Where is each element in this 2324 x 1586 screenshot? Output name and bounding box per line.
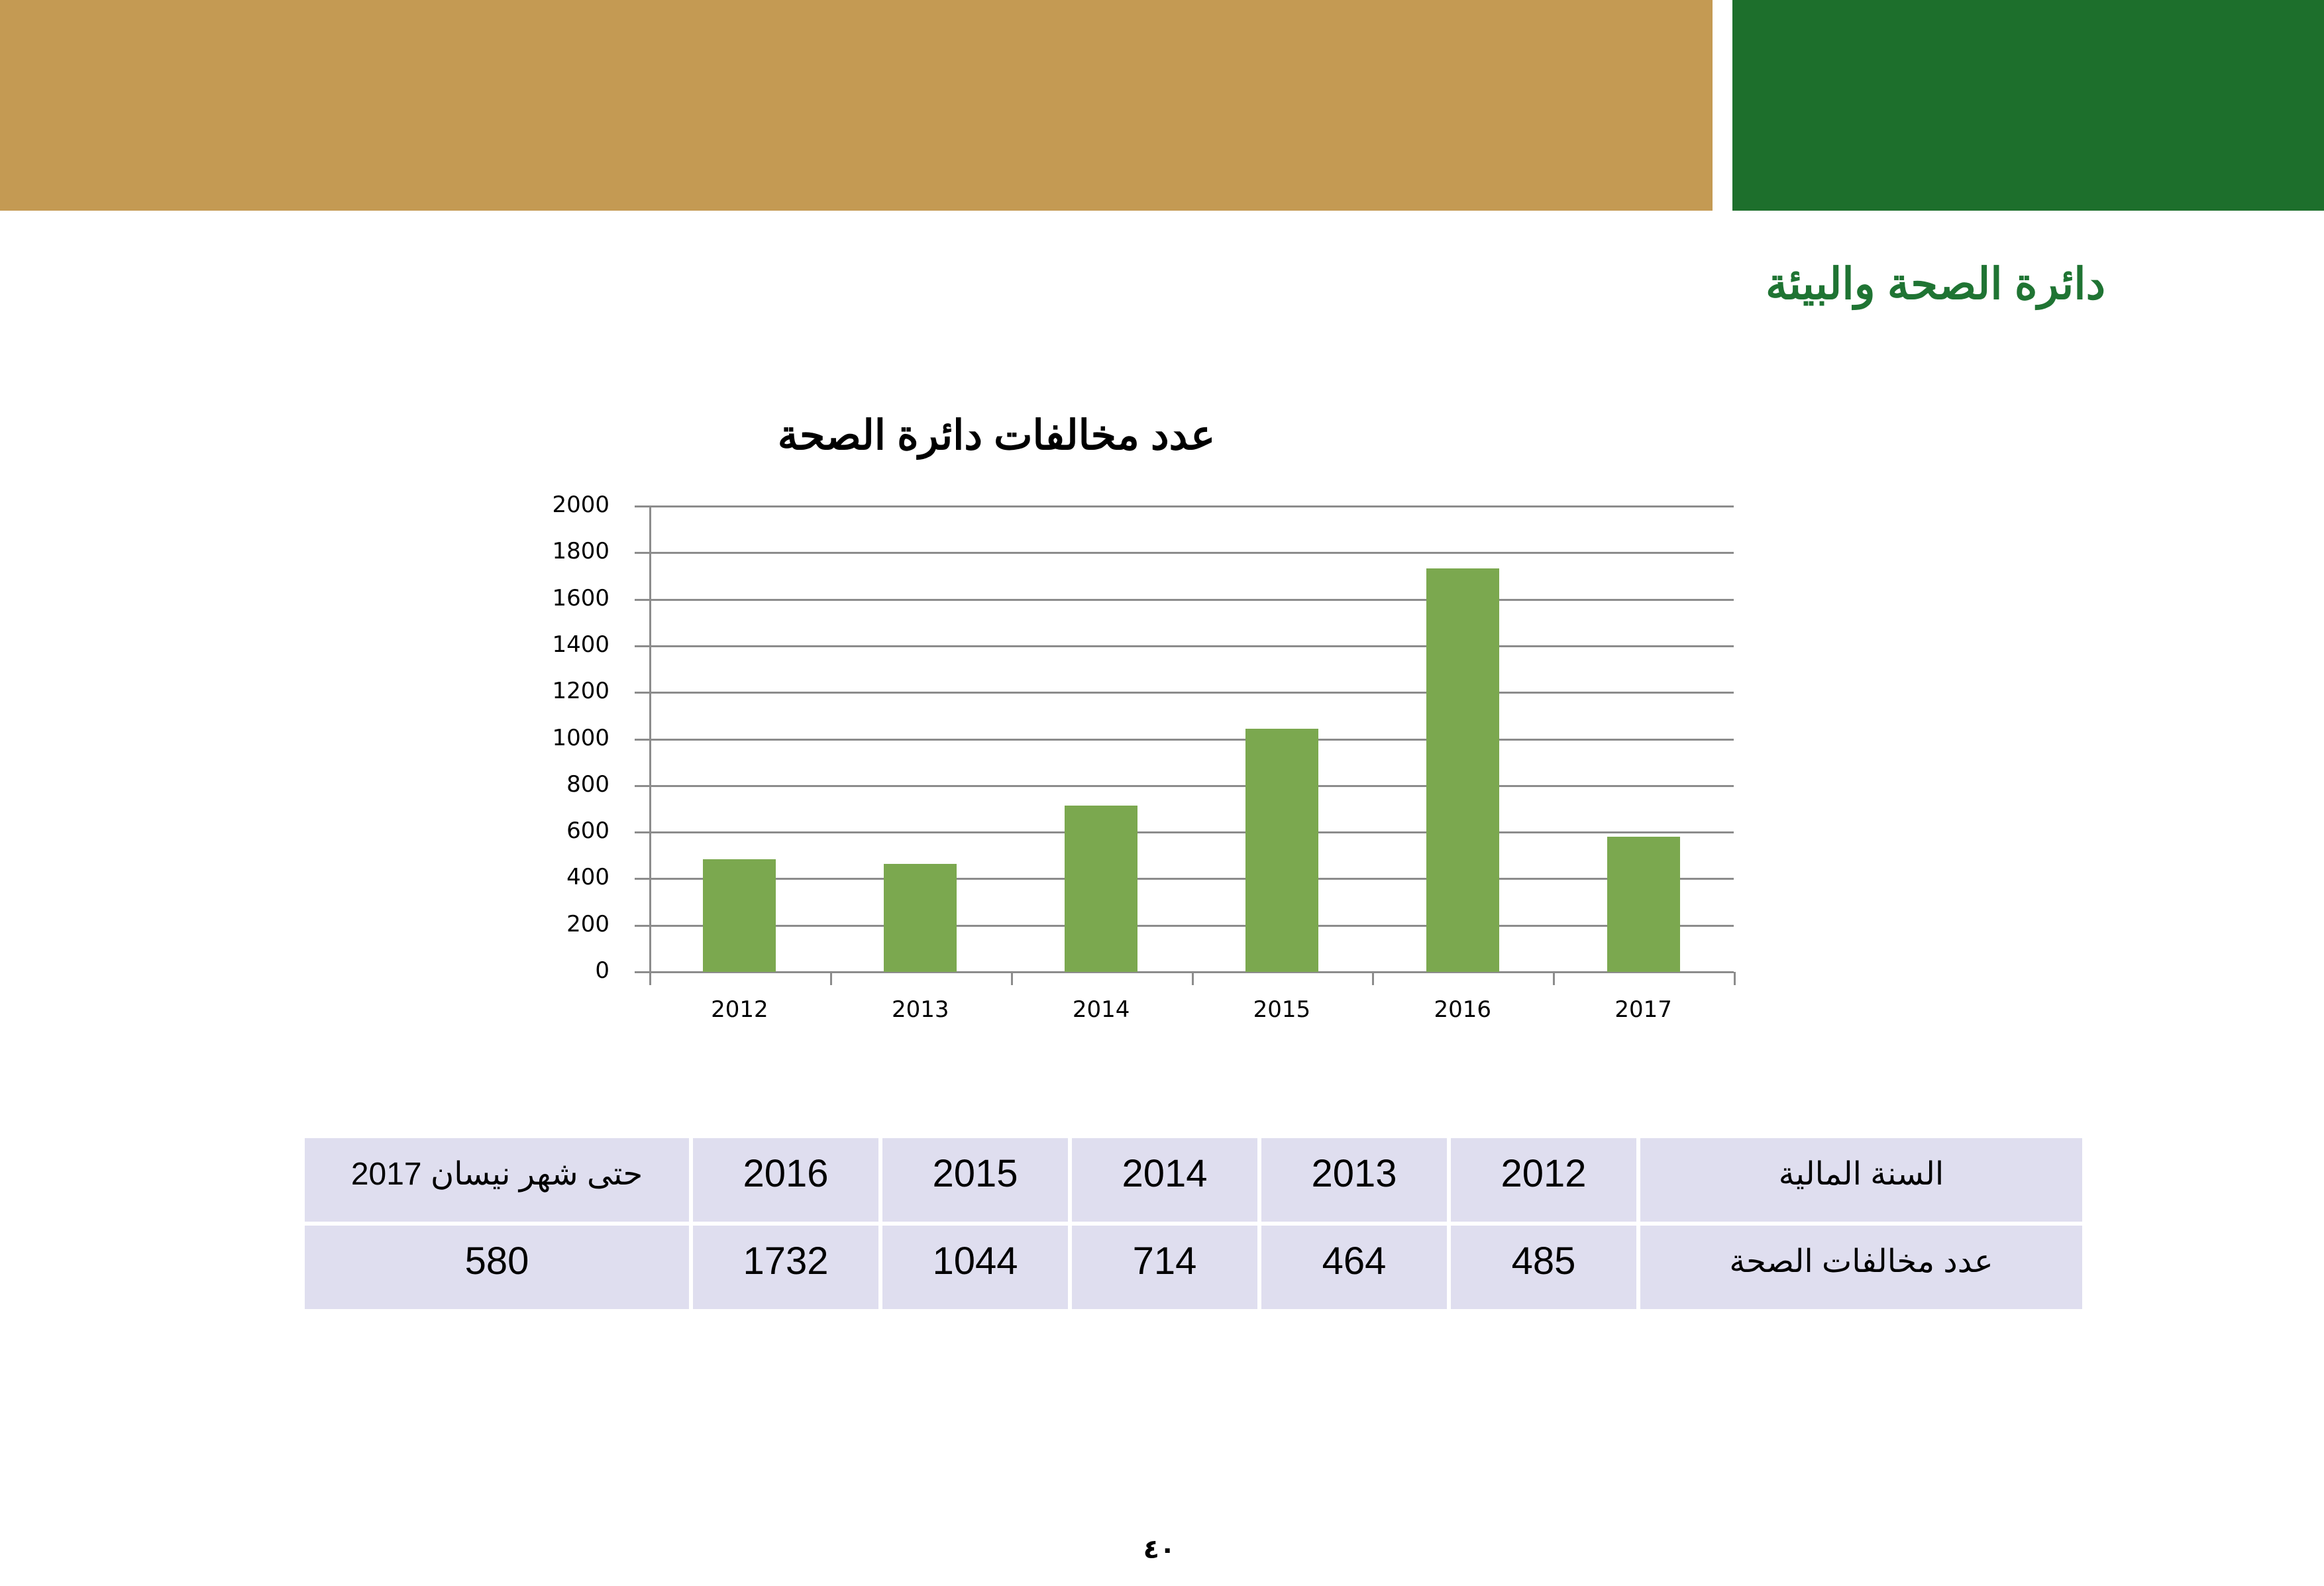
- table-header-row: حتى شهر نيسان 2017 2016 2015 2014 2013 2…: [305, 1138, 2082, 1222]
- violations-table: حتى شهر نيسان 2017 2016 2015 2014 2013 2…: [301, 1134, 2086, 1313]
- gridline: [635, 645, 1734, 647]
- table-row-label: السنة المالية: [1640, 1138, 2082, 1222]
- table-data-row: 580 1732 1044 714 464 485 عدد مخالفات ال…: [305, 1226, 2082, 1309]
- bar-2016: [1426, 568, 1499, 972]
- table-cell: 464: [1261, 1226, 1447, 1309]
- table-cell: 2015: [882, 1138, 1068, 1222]
- bar-2017: [1607, 837, 1680, 972]
- table-cell: 1044: [882, 1226, 1068, 1309]
- y-tick-label: 1400: [552, 631, 609, 658]
- table-cell: 485: [1451, 1226, 1636, 1309]
- x-tick-label: 2017: [1614, 996, 1672, 1023]
- table-cell: 580: [305, 1226, 689, 1309]
- table-cell: 714: [1072, 1226, 1257, 1309]
- gridline: [635, 505, 1734, 507]
- table-cell: حتى شهر نيسان 2017: [305, 1138, 689, 1222]
- x-tick: [1553, 972, 1556, 985]
- table-row-label: عدد مخالفات الصحة: [1640, 1226, 2082, 1309]
- bar-2012: [703, 859, 776, 972]
- table-cell: 2013: [1261, 1138, 1447, 1222]
- gridline: [635, 598, 1734, 601]
- y-tick-label: 800: [566, 770, 609, 798]
- y-tick-label: 1000: [552, 724, 609, 751]
- gridline: [635, 692, 1734, 694]
- y-tick-label: 2000: [552, 492, 609, 518]
- x-tick-label: 2014: [1072, 996, 1130, 1023]
- y-tick-label: 1800: [552, 538, 609, 565]
- table-cell: 1732: [693, 1226, 878, 1309]
- gridline: [635, 738, 1734, 741]
- x-tick-label: 2016: [1434, 996, 1492, 1023]
- y-tick-label: 400: [566, 864, 609, 891]
- chart-title: عدد مخالفات دائرة الصحة: [0, 411, 2324, 459]
- table-cell: 2012: [1451, 1138, 1636, 1222]
- x-tick-label: 2013: [891, 996, 949, 1023]
- header-gold-bar: [0, 0, 1713, 211]
- x-tick: [1191, 972, 1194, 985]
- gridline: [635, 924, 1734, 927]
- x-tick: [1734, 972, 1736, 985]
- x-tick: [649, 972, 651, 985]
- department-title: دائرة الصحة والبيئة: [1766, 259, 2105, 308]
- x-tick-label: 2012: [711, 996, 768, 1023]
- gridline: [635, 552, 1734, 555]
- bar-chart-plot: 0 200 400 600 800 1000 1200 1400 1600 1800 2000 201…: [552, 492, 1736, 1023]
- gridline: [635, 971, 1734, 973]
- gridline: [635, 831, 1734, 834]
- y-tick-label: 1600: [552, 584, 609, 611]
- header-green-bar: [1732, 0, 2324, 211]
- chart-title-text: عدد مخالفات دائرة الصحة: [777, 413, 1216, 458]
- y-tick-label: 0: [595, 957, 609, 984]
- page-number: ٤٠: [1143, 1534, 1176, 1565]
- gridline: [635, 784, 1734, 787]
- bar-2013: [884, 863, 957, 972]
- table-cell: 2016: [693, 1138, 878, 1222]
- table-cell: 2014: [1072, 1138, 1257, 1222]
- bar-2015: [1245, 729, 1318, 972]
- y-tick-label: 200: [566, 910, 609, 937]
- x-tick: [829, 972, 832, 985]
- gridline: [635, 878, 1734, 880]
- y-tick-label: 1200: [552, 678, 609, 705]
- x-tick-label: 2015: [1253, 996, 1311, 1023]
- x-tick: [1010, 972, 1013, 985]
- bar-2014: [1065, 806, 1138, 972]
- y-tick-label: 600: [566, 818, 609, 845]
- x-tick: [1372, 972, 1375, 985]
